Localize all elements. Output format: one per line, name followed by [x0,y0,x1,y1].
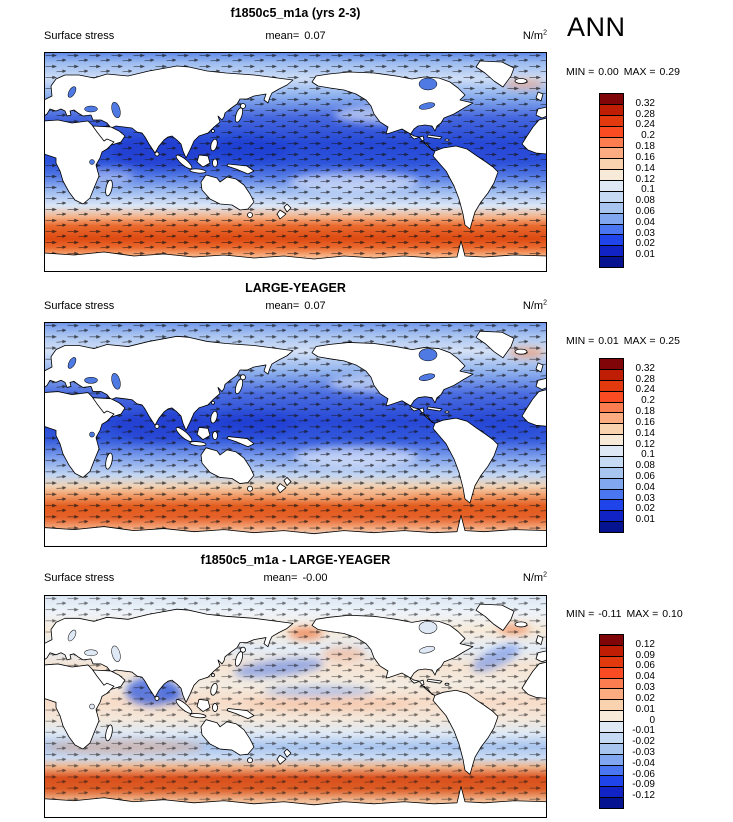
panel3-max-label: MAX = [626,608,659,620]
panel1-minmax: MIN = 0.00 MAX = 0.29 [566,66,733,78]
panel3-title: f1850c5_m1a - LARGE-YEAGER [200,553,391,567]
panel3-colorbar-labels: 0.12 0.09 0.06 0.04 0.03 0.02 0.01 0 -0.01 -0.02-… [632,638,655,802]
panel1-header: Surface stress mean= 0.07 N/m2 [44,29,547,44]
panel2-map [44,322,547,547]
panel2-units-exponent: 2 [543,299,547,307]
panel2-field-label: Surface stress [44,300,115,312]
panel1-colorbar-labels: 0.32 0.28 0.24 0.2 0.18 0.16 0.14 0.12 0.1 0.08 0.… [635,97,655,261]
panel1-units: N/m2 [522,29,547,42]
panel2-min-value: 0.01 [598,335,619,347]
panel3-units: N/m2 [522,571,547,584]
panel3-units-base: N/m [522,572,544,584]
panel2-max-value: 0.25 [659,335,680,347]
panel3-mean: mean= -0.00 [44,572,547,584]
panel2-mean-value: 0.07 [304,300,326,312]
panel1-mean-value: 0.07 [304,30,326,42]
panel1-units-base: N/m [522,30,544,42]
panel3-mean-value: -0.00 [302,572,328,584]
panel3-mean-label: mean= [263,572,298,584]
panel2-header: Surface stress mean= 0.07 N/m2 [44,299,547,314]
panel2-colorbar-labels: 0.32 0.28 0.24 0.2 0.18 0.16 0.14 0.12 0.1 0.08 0.… [635,362,655,526]
panel2-max-label: MAX = [623,335,656,347]
panel3-min-label: MIN = [566,608,595,620]
panel1-units-exponent: 2 [543,29,547,37]
panel1-mean-label: mean= [265,30,300,42]
panel2-colorbar [599,358,624,533]
panel3-units-exponent: 2 [543,571,547,579]
panel3-map [44,595,547,818]
panel1-min-label: MIN = [566,66,595,78]
panel3-min-value: -0.11 [598,608,622,620]
panel1-title: f1850c5_m1a (yrs 2-3) [230,6,361,20]
panel3-header: Surface stress mean= -0.00 N/m2 [44,571,547,586]
panel3-max-value: 0.10 [662,608,683,620]
panel3-field-label: Surface stress [44,572,115,584]
panel1-colorbar [599,93,624,268]
panel1-max-label: MAX = [623,66,656,78]
panel1-field-label: Surface stress [44,30,115,42]
panel2-mean-label: mean= [265,300,300,312]
panel1-min-value: 0.00 [598,66,619,78]
panel2-units-base: N/m [522,300,544,312]
panel1-mean: mean= 0.07 [44,30,547,42]
panel1-max-value: 0.29 [659,66,680,78]
panel2-mean: mean= 0.07 [44,300,547,312]
panel2-units: N/m2 [522,299,547,312]
panel3-colorbar [599,634,624,809]
panel2-title: LARGE-YEAGER [245,281,346,295]
season-label: ANN [567,12,626,42]
panel2-min-label: MIN = [566,335,595,347]
panel2-minmax: MIN = 0.01 MAX = 0.25 [566,335,733,347]
panel3-minmax: MIN = -0.11 MAX = 0.10 [566,608,733,620]
panel1-map [44,52,547,272]
